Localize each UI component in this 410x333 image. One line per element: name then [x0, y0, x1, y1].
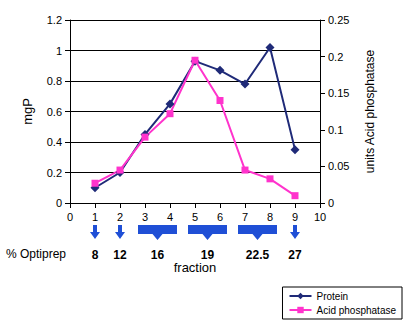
svg-text:1.2: 1.2 — [47, 14, 62, 26]
svg-text:0.2: 0.2 — [328, 51, 343, 63]
svg-text:fraction: fraction — [174, 260, 217, 275]
svg-text:0.2: 0.2 — [47, 167, 62, 179]
svg-text:0.1: 0.1 — [328, 124, 343, 136]
svg-text:0: 0 — [67, 211, 73, 223]
svg-text:1: 1 — [56, 45, 62, 57]
svg-text:0.4: 0.4 — [47, 136, 62, 148]
svg-text:0.25: 0.25 — [328, 14, 349, 26]
svg-text:0.05: 0.05 — [328, 160, 349, 172]
svg-text:0.15: 0.15 — [328, 87, 349, 99]
svg-text:5: 5 — [192, 211, 198, 223]
svg-text:7: 7 — [242, 211, 248, 223]
svg-text:9: 9 — [292, 211, 298, 223]
svg-text:10: 10 — [314, 211, 326, 223]
svg-text:19: 19 — [200, 248, 215, 262]
svg-text:0.6: 0.6 — [47, 106, 62, 118]
svg-text:27: 27 — [288, 248, 302, 262]
svg-text:16: 16 — [151, 248, 165, 262]
svg-text:units Acid phosphatase: units Acid phosphatase — [363, 49, 377, 173]
svg-text:12: 12 — [113, 248, 127, 262]
svg-text:3: 3 — [142, 211, 148, 223]
svg-text:mgP: mgP — [20, 98, 35, 125]
svg-text:Acid phosphatase: Acid phosphatase — [316, 305, 396, 316]
svg-text:22.5: 22.5 — [246, 248, 270, 262]
svg-text:Protein: Protein — [316, 291, 348, 302]
svg-text:8: 8 — [267, 211, 273, 223]
svg-text:8: 8 — [92, 248, 99, 262]
svg-text:1: 1 — [92, 211, 98, 223]
svg-text:0.8: 0.8 — [47, 75, 62, 87]
svg-text:4: 4 — [167, 211, 173, 223]
svg-text:% Optiprep: % Optiprep — [6, 247, 66, 261]
svg-text:0: 0 — [328, 197, 334, 209]
svg-text:2: 2 — [117, 211, 123, 223]
svg-text:0: 0 — [56, 197, 62, 209]
svg-text:6: 6 — [217, 211, 223, 223]
